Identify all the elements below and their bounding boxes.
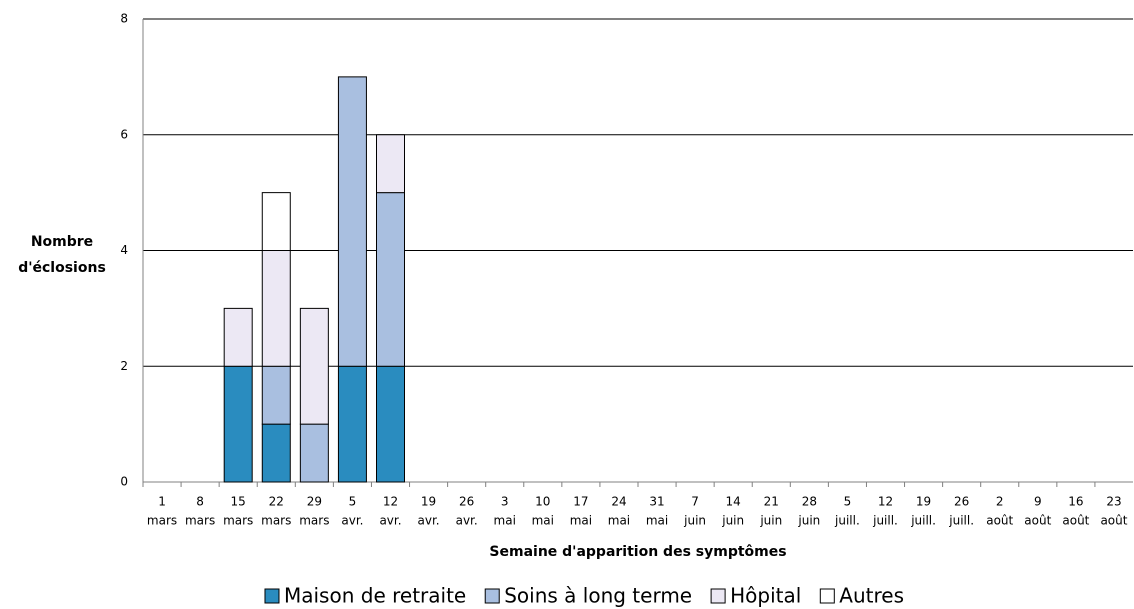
x-tick-label: 12 — [383, 495, 398, 509]
x-tick-label: mai — [532, 514, 554, 528]
bar — [261, 250, 291, 367]
x-tick-label: août — [1024, 514, 1051, 528]
bar — [261, 365, 291, 425]
x-tick-label: 31 — [649, 495, 664, 509]
x-tick-label: 17 — [573, 495, 588, 509]
x-tick-label: avr. — [418, 514, 440, 528]
legend-label: Hôpital — [730, 584, 801, 608]
x-tick-label: juill. — [910, 514, 936, 528]
x-tick-label: avr. — [341, 514, 363, 528]
x-tick-label: août — [986, 514, 1013, 528]
x-tick-label: mai — [608, 514, 630, 528]
x-tick-label: 7 — [691, 495, 699, 509]
legend-swatch — [710, 588, 726, 604]
x-tick-label: 15 — [231, 495, 246, 509]
x-tick-label: 26 — [459, 495, 474, 509]
legend-label: Maison de retraite — [284, 584, 466, 608]
x-tick-label: 14 — [726, 495, 741, 509]
x-tick-label: juill. — [834, 514, 860, 528]
x-axis-title: Semaine d'apparition des symptômes — [489, 544, 786, 560]
x-tick-label: juin — [721, 514, 744, 528]
x-tick-label: 23 — [1106, 495, 1121, 509]
x-tick-label: mai — [646, 514, 668, 528]
y-axis-title: d'éclosions — [18, 260, 106, 276]
legend-swatch — [264, 588, 280, 604]
bar — [261, 423, 291, 483]
bar — [376, 134, 405, 194]
bar — [376, 192, 405, 367]
x-tick-label: août — [1062, 514, 1089, 528]
x-tick-label: mars — [261, 514, 291, 528]
x-tick-label: mars — [299, 514, 329, 528]
x-tick-label: juin — [797, 514, 820, 528]
x-tick-label: juill. — [948, 514, 974, 528]
x-tick-label: 5 — [844, 495, 852, 509]
y-tick-label: 6 — [120, 127, 128, 141]
x-tick-label: mai — [570, 514, 592, 528]
x-tick-label: 9 — [1034, 495, 1042, 509]
x-tick-label: mars — [185, 514, 215, 528]
x-tick-label: 8 — [196, 495, 204, 509]
bar — [223, 365, 253, 483]
x-tick-label: 19 — [916, 495, 931, 509]
bar — [223, 307, 253, 367]
x-tick-label: 22 — [269, 495, 284, 509]
x-tick-label: 10 — [535, 495, 550, 509]
bar — [261, 192, 291, 251]
x-tick-label: 12 — [878, 495, 893, 509]
x-tick-label: avr. — [456, 514, 478, 528]
y-tick-label: 0 — [120, 475, 128, 489]
x-tick-label: 26 — [954, 495, 969, 509]
x-tick-label: 5 — [349, 495, 357, 509]
x-tick-label: 24 — [611, 495, 626, 509]
y-tick-label: 4 — [120, 243, 128, 257]
x-tick-label: juin — [683, 514, 706, 528]
bar — [376, 365, 405, 483]
legend-swatch — [484, 588, 500, 604]
y-tick-label: 2 — [120, 359, 128, 373]
x-tick-label: 29 — [307, 495, 322, 509]
x-tick-label: 2 — [996, 495, 1004, 509]
legend-label: Autres — [839, 584, 904, 608]
bar — [337, 365, 367, 483]
x-tick-label: juill. — [872, 514, 898, 528]
x-tick-label: mai — [494, 514, 516, 528]
x-tick-label: 28 — [802, 495, 817, 509]
bar — [337, 76, 367, 367]
bar — [299, 307, 329, 425]
x-tick-label: mars — [147, 514, 177, 528]
x-tick-label: août — [1100, 514, 1127, 528]
x-tick-label: 19 — [421, 495, 436, 509]
x-tick-label: 3 — [501, 495, 509, 509]
bar — [299, 423, 329, 483]
legend-label: Soins à long terme — [504, 584, 692, 608]
y-axis-title: Nombre — [31, 234, 93, 250]
x-tick-label: avr. — [379, 514, 401, 528]
y-tick-label: 8 — [120, 12, 128, 26]
legend-swatch — [819, 588, 835, 604]
x-tick-label: mars — [223, 514, 253, 528]
x-tick-label: 21 — [764, 495, 779, 509]
x-tick-label: 16 — [1068, 495, 1083, 509]
x-tick-label: juin — [759, 514, 782, 528]
x-tick-label: 1 — [158, 495, 166, 509]
